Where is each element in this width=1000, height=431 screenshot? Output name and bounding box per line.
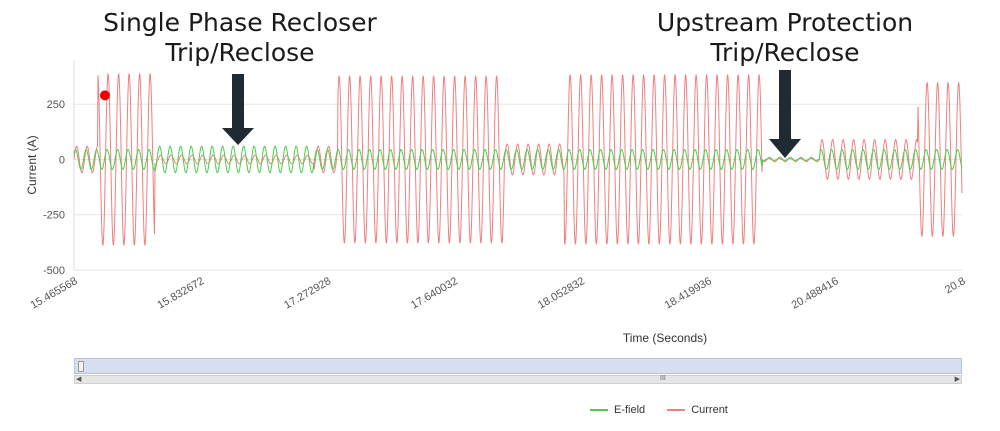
annotation-upstream-line2: Trip/Reclose [710, 38, 860, 67]
x-axis-title: Time (Seconds) [623, 331, 707, 345]
legend-item-efield[interactable]: E-field [590, 404, 645, 416]
annotation-upstream-line1: Upstream Protection [656, 8, 914, 37]
legend-label-efield: E-field [614, 404, 646, 416]
x-tick-label: 18.419936 [663, 275, 714, 311]
x-tick-label: 18.052832 [536, 275, 587, 311]
scroll-bar[interactable]: ◀ III ▶ [74, 375, 962, 384]
legend-label-current: Current [691, 404, 728, 416]
x-tick-label: 20.8 [943, 275, 968, 296]
series-line-efield [73, 145, 963, 174]
scroll-left-icon[interactable]: ◀ [76, 376, 82, 383]
y-axis-title: Current (A) [25, 135, 39, 194]
legend-swatch-efield [590, 409, 608, 411]
scroll-right-icon[interactable]: ▶ [954, 376, 960, 383]
series [73, 73, 963, 246]
series-line-current [73, 73, 963, 246]
annotation-upstream: Upstream Protection Trip/Reclose [640, 8, 930, 68]
arrow-right [769, 70, 801, 158]
arrow-left [222, 74, 254, 145]
y-tick-label: 250 [47, 99, 65, 111]
legend: E-field Current [590, 404, 728, 416]
legend-item-current[interactable]: Current [667, 404, 728, 416]
chart-scroller[interactable]: ◀ III ▶ [74, 358, 962, 384]
x-tick-label: 17.640032 [409, 275, 460, 311]
x-tick-label: 15.832672 [155, 275, 206, 311]
x-tick-label: 17.272928 [282, 275, 333, 311]
annotation-recloser: Single Phase Recloser Trip/Reclose [95, 8, 385, 68]
x-ticks: 15.465568 15.832672 17.272928 17.640032 18.0… [28, 275, 967, 311]
marker-point[interactable] [99, 90, 110, 101]
scroll-grip-icon[interactable]: III [660, 375, 666, 382]
x-tick-label: 15.465568 [28, 275, 79, 311]
y-ticks: 250 0 -250 -500 [43, 99, 65, 277]
scroller-handle[interactable] [78, 361, 84, 372]
annotation-recloser-line1: Single Phase Recloser [103, 8, 377, 37]
grid [73, 60, 962, 271]
y-tick-label: -500 [43, 265, 65, 277]
y-tick-label: 0 [59, 154, 65, 166]
x-tick-label: 20.488416 [790, 275, 841, 311]
y-tick-label: -250 [43, 210, 65, 222]
annotation-recloser-line2: Trip/Reclose [165, 38, 315, 67]
scroller-navigator[interactable] [74, 358, 962, 374]
legend-swatch-current [667, 409, 686, 411]
